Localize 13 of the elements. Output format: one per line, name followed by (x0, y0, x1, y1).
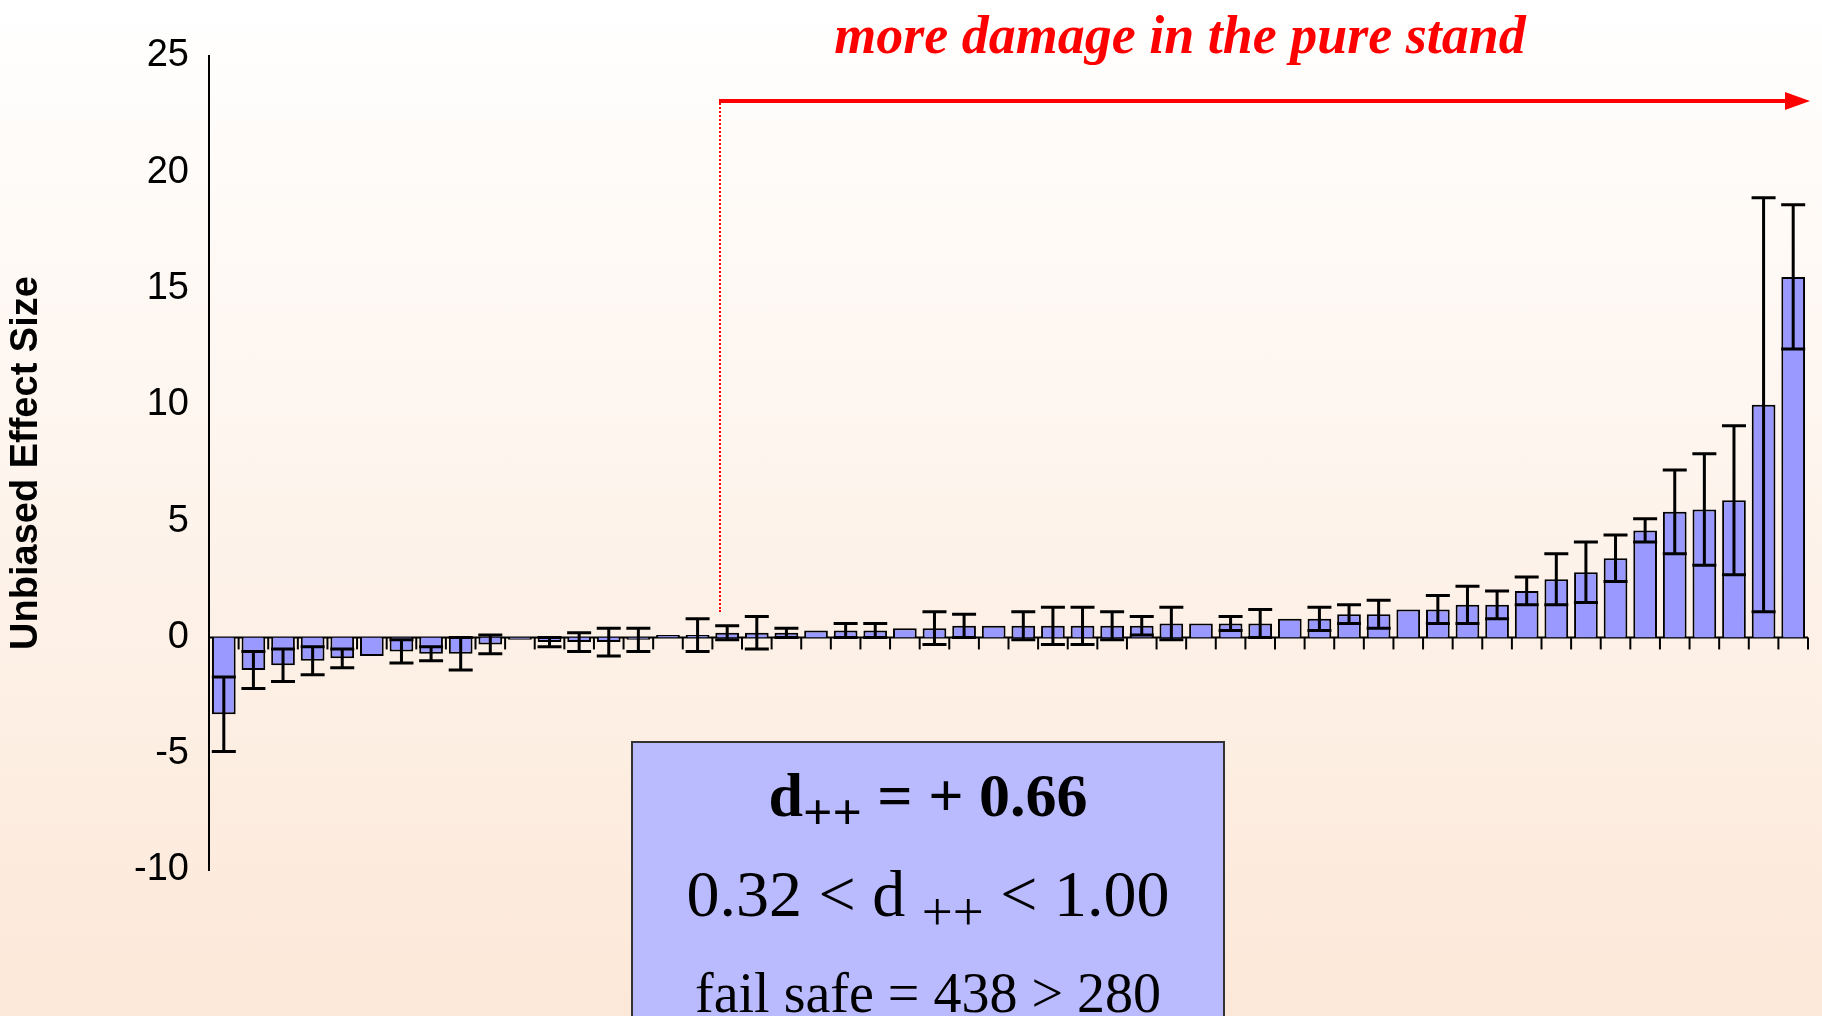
y-tick-label: 15 (146, 265, 189, 308)
annotation: 0.32 < d $_{++}$ < 1.00 (685, 856, 1171, 945)
y-tick-label: 0 (167, 613, 189, 656)
annotation: more damage in the pure stand (833, 4, 1528, 66)
y-tick-label: -10 (134, 846, 189, 889)
text: fail safe = 438 > 280 (694, 960, 1162, 1016)
y-tick-label: 25 (146, 32, 189, 75)
annotation: d$_{++}$ = + 0.66 (767, 760, 1089, 843)
y-tick-label: 5 (167, 497, 189, 540)
y-tick-label: 10 (146, 381, 189, 424)
y-tick-label: 20 (146, 148, 189, 191)
y-axis-title: Unbiased Effect Size (3, 276, 46, 650)
y-tick-label: -5 (155, 730, 189, 773)
